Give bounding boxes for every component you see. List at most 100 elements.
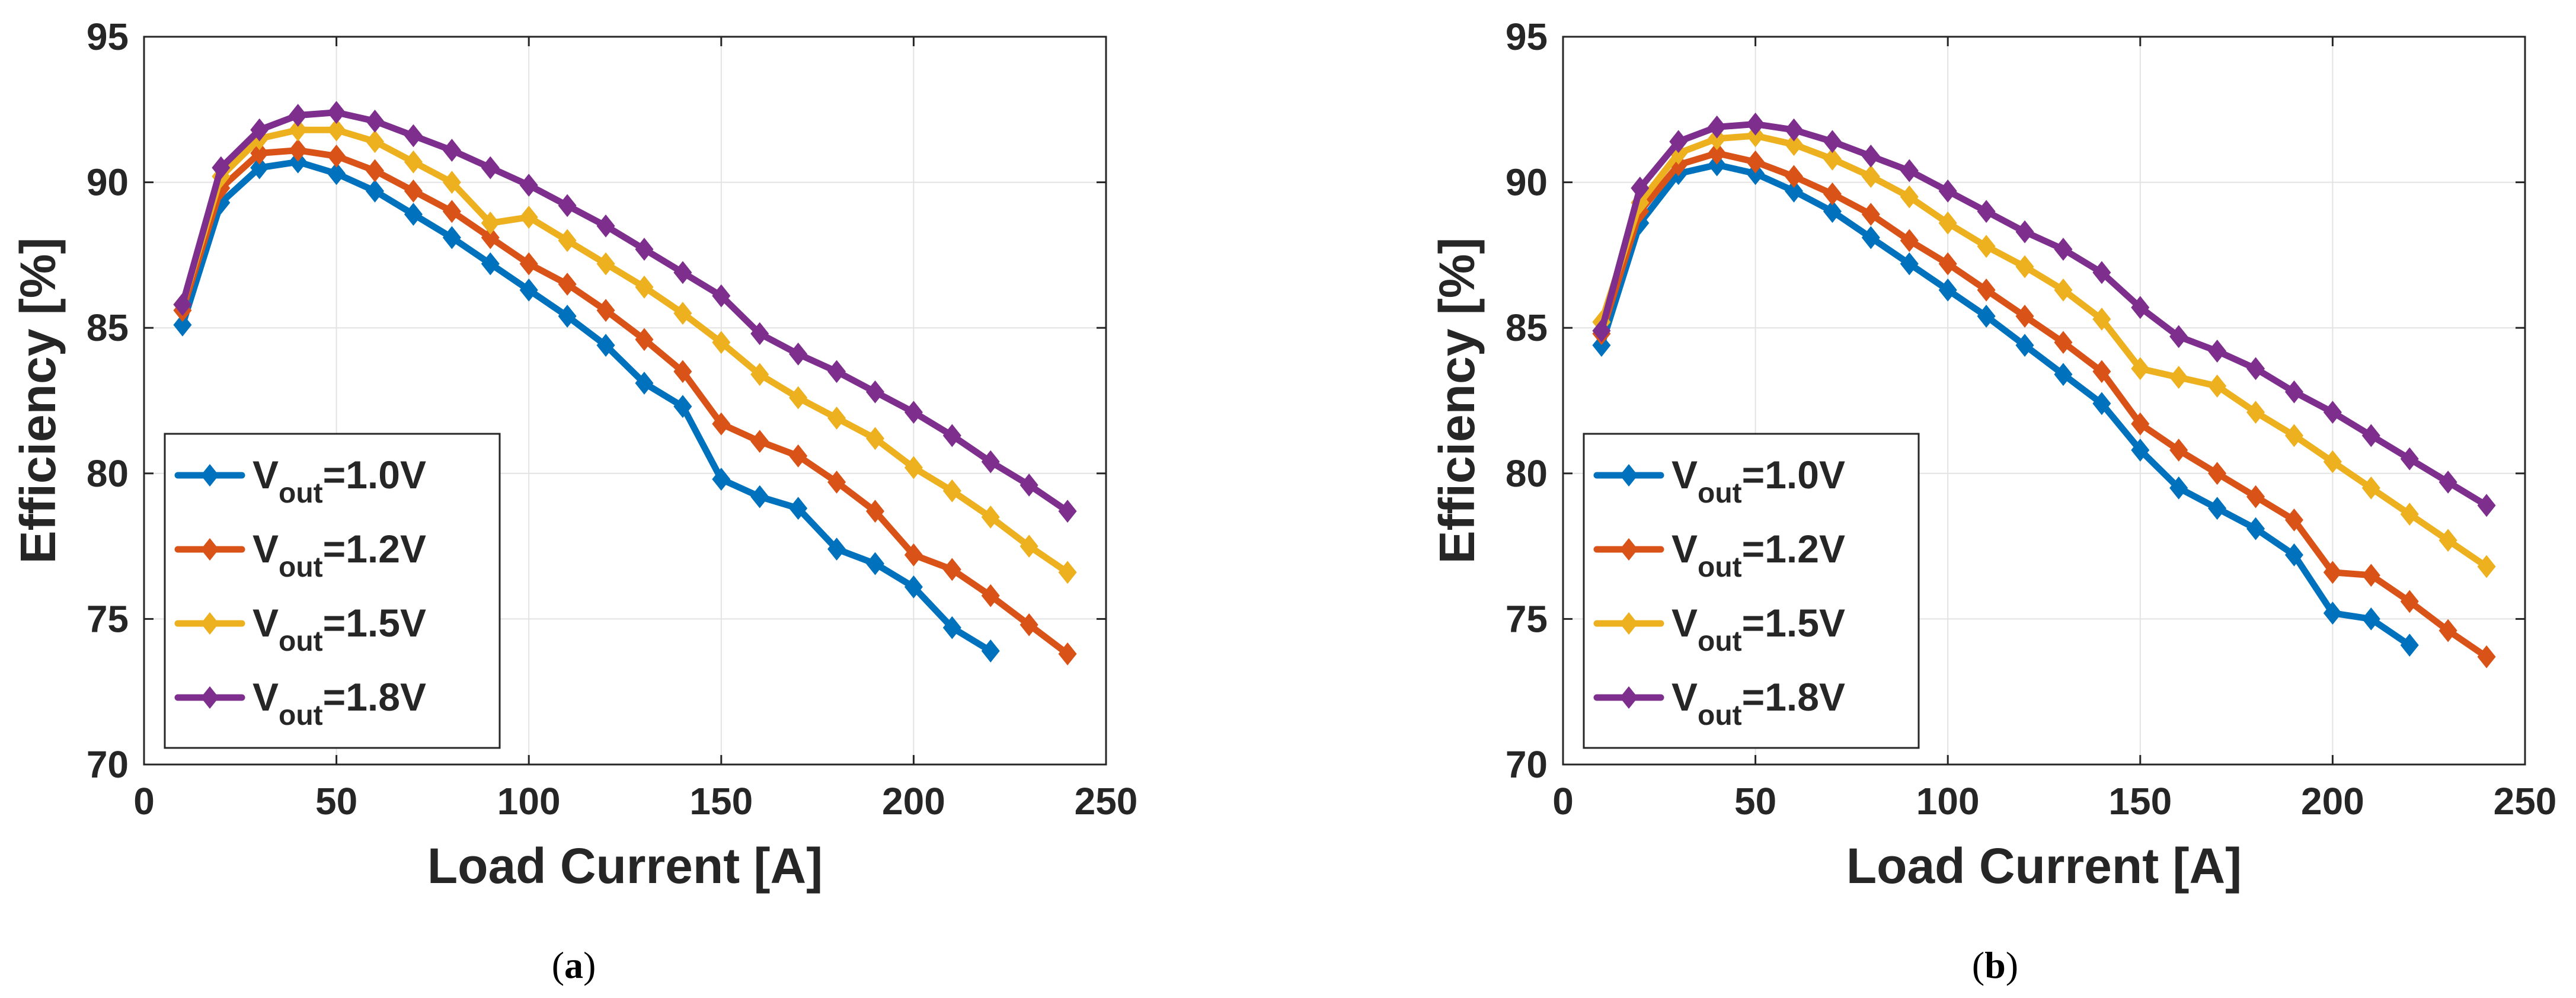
data-point-marker xyxy=(673,261,692,284)
legend-label: Vout=1.0V xyxy=(1671,453,1845,509)
data-point-marker xyxy=(365,110,385,133)
data-point-marker xyxy=(942,616,961,639)
data-point-marker xyxy=(289,139,308,162)
data-point-marker xyxy=(1669,130,1688,153)
series-2 xyxy=(1592,142,2496,668)
data-point-marker xyxy=(2092,392,2111,415)
legend-marker xyxy=(1619,538,1638,561)
data-point-marker xyxy=(1977,278,1996,302)
y-tick-label: 90 xyxy=(87,161,129,204)
legend-label-rest: =1.5V xyxy=(323,601,426,645)
data-point-marker xyxy=(1938,278,1957,302)
legend-marker xyxy=(200,464,219,487)
legend-label-rest: =1.5V xyxy=(1742,601,1845,645)
data-point-marker xyxy=(1708,142,1727,165)
data-point-marker xyxy=(2323,450,2342,474)
data-point-marker xyxy=(365,130,385,153)
data-point-marker xyxy=(2284,380,2304,404)
data-point-marker xyxy=(635,328,654,351)
data-point-marker xyxy=(250,156,269,180)
legend-label-sub: out xyxy=(1698,700,1742,731)
legend-label-sub: out xyxy=(279,626,323,657)
data-point-marker xyxy=(2246,517,2265,540)
x-tick-label: 250 xyxy=(2494,780,2557,823)
y-tick-label: 75 xyxy=(87,597,129,640)
data-point-marker xyxy=(1938,211,1957,235)
data-point-marker xyxy=(712,468,731,491)
legend-marker xyxy=(200,686,219,709)
legend-label: Vout=1.8V xyxy=(1671,675,1845,731)
data-point-marker xyxy=(2361,564,2380,587)
data-point-marker xyxy=(365,159,385,183)
data-point-marker xyxy=(981,639,1000,663)
data-point-marker xyxy=(2015,255,2034,279)
legend-label-sub: out xyxy=(1698,552,1742,583)
series-2 xyxy=(173,139,1077,666)
data-point-marker xyxy=(2092,360,2111,383)
legend-label-rest: =1.2V xyxy=(1742,527,1845,571)
data-point-marker xyxy=(750,322,769,346)
data-point-marker xyxy=(1977,305,1996,328)
data-point-marker xyxy=(2169,325,2188,348)
data-point-marker xyxy=(1900,229,1919,252)
data-point-marker xyxy=(2054,363,2073,386)
x-tick-label: 50 xyxy=(1734,780,1776,823)
y-tick-label: 85 xyxy=(1506,306,1548,349)
data-point-marker xyxy=(2323,401,2342,424)
data-point-marker xyxy=(404,203,423,226)
data-point-marker xyxy=(1900,252,1919,276)
chart-panel-a: 0 50 100 150 200 250 70 75 80 85 90 95 Load Current … xyxy=(10,15,1137,986)
data-point-marker xyxy=(789,343,808,366)
legend-label-rest: =1.0V xyxy=(1742,453,1845,497)
caption-letter: a xyxy=(564,944,583,986)
data-point-marker xyxy=(942,424,961,447)
data-point-marker xyxy=(1784,118,1804,142)
legend-label-sub: out xyxy=(279,552,323,583)
data-point-marker xyxy=(404,179,423,203)
legend-label-rest: =1.2V xyxy=(323,527,426,571)
legend-label-rest: =1.8V xyxy=(1742,675,1845,719)
data-point-marker xyxy=(1977,200,1996,223)
data-point-marker xyxy=(827,360,846,383)
data-point-marker xyxy=(558,305,577,328)
data-point-marker xyxy=(2477,645,2496,668)
data-point-marker xyxy=(1823,182,1842,206)
data-point-marker xyxy=(327,144,346,168)
data-point-marker xyxy=(2323,561,2342,584)
data-point-marker xyxy=(2169,366,2188,389)
series-line xyxy=(1598,161,2413,649)
data-point-marker xyxy=(2169,476,2188,500)
data-point-marker xyxy=(789,497,808,520)
data-point-marker xyxy=(2284,508,2304,532)
legend-marker xyxy=(1619,612,1638,635)
data-point-marker xyxy=(2208,375,2227,398)
x-tick-label: 150 xyxy=(2108,780,2172,823)
data-point-marker xyxy=(289,118,308,142)
data-point-marker xyxy=(2477,555,2496,578)
y-tick-label: 85 xyxy=(87,306,129,349)
data-point-marker xyxy=(712,284,731,308)
data-point-marker xyxy=(173,293,192,316)
data-point-marker xyxy=(404,124,423,148)
y-tick-label: 90 xyxy=(1506,161,1548,204)
data-point-marker xyxy=(1861,203,1880,226)
data-point-marker xyxy=(481,211,500,235)
data-point-marker xyxy=(1019,535,1038,558)
legend-label-main: V xyxy=(1671,527,1698,571)
data-point-marker xyxy=(558,229,577,252)
data-point-marker xyxy=(2015,334,2034,357)
data-point-marker xyxy=(2438,471,2457,494)
data-point-marker xyxy=(865,427,885,450)
data-point-marker xyxy=(2246,485,2265,508)
data-point-marker xyxy=(327,118,346,142)
data-point-marker xyxy=(865,500,885,523)
axes-box xyxy=(143,36,1107,766)
legend-label-main: V xyxy=(1671,675,1698,719)
data-point-marker xyxy=(865,380,885,404)
data-point-marker xyxy=(904,575,923,599)
x-tick-label: 250 xyxy=(1075,780,1138,823)
legend-label-rest: =1.0V xyxy=(323,453,426,497)
legend-marker xyxy=(200,612,219,635)
